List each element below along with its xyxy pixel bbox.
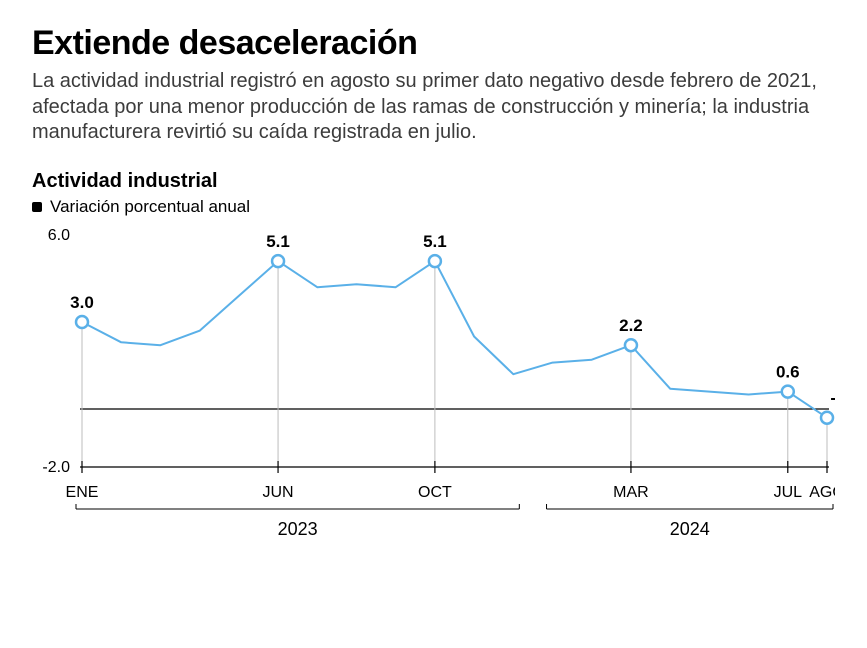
chart-legend: Variación porcentual anual <box>32 197 835 217</box>
data-point <box>782 385 794 397</box>
point-label: 3.0 <box>70 293 94 312</box>
data-point <box>429 255 441 267</box>
data-point <box>625 339 637 351</box>
point-label: 5.1 <box>266 232 290 251</box>
month-label: JUN <box>262 484 293 501</box>
chart-title: Actividad industrial <box>32 170 835 193</box>
month-label: OCT <box>418 484 452 501</box>
subhead: La actividad industrial registró en agos… <box>32 69 832 146</box>
y-tick-label: 6.0 <box>48 227 70 244</box>
data-point <box>272 255 284 267</box>
series-line <box>82 261 827 418</box>
data-point <box>76 316 88 328</box>
legend-dot-icon <box>32 202 42 212</box>
y-tick-label: -2.0 <box>42 459 70 476</box>
month-label: MAR <box>613 484 649 501</box>
line-chart: -2.0 6.0 3.0 5.1 5.1 2.2 0.6 -0.3 ENE JUN OCT MAR JU… <box>32 227 835 557</box>
month-label: ENE <box>66 484 99 501</box>
month-label: JUL <box>774 484 803 501</box>
point-label: 2.2 <box>619 316 643 335</box>
year-label: 2024 <box>670 519 710 539</box>
month-label: AGO <box>809 484 835 501</box>
year-label: 2023 <box>278 519 318 539</box>
headline: Extiende desaceleración <box>32 24 835 63</box>
point-label: 0.6 <box>776 362 800 381</box>
chart-svg: -2.0 6.0 3.0 5.1 5.1 2.2 0.6 -0.3 ENE JUN OCT MAR JU… <box>32 227 835 557</box>
point-label: 5.1 <box>423 232 447 251</box>
data-point <box>821 411 833 423</box>
point-label: -0.3 <box>830 388 835 407</box>
legend-label: Variación porcentual anual <box>50 197 250 217</box>
